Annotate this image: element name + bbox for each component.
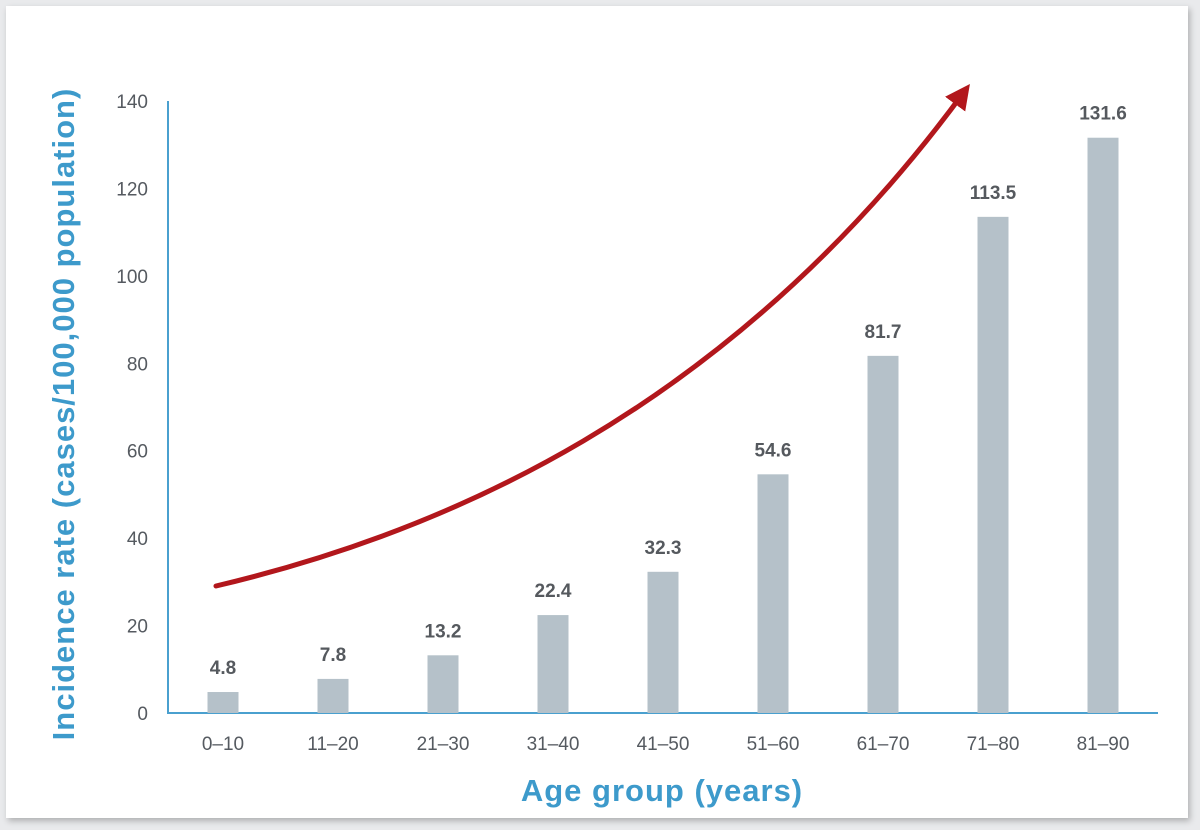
value-label: 113.5 (970, 183, 1017, 204)
x-tick-label: 71–80 (967, 734, 1020, 755)
bar (647, 571, 679, 713)
bar-chart: 0 20 40 60 80 100 120 140 4.8 7.8 13.2 22.4 32.3 54.… (46, 83, 1158, 808)
y-axis-title: Incidence rate (cases/100,000 population… (46, 88, 81, 741)
y-tick-label: 20 (127, 617, 148, 638)
bar (867, 355, 899, 713)
y-tick-label: 140 (116, 92, 148, 113)
y-tick-label: 40 (127, 529, 148, 550)
y-tick-label: 0 (137, 704, 148, 725)
y-tick-label: 80 (127, 354, 148, 375)
y-tick-labels: 0 20 40 60 80 100 120 140 (116, 92, 148, 725)
x-tick-label: 31–40 (527, 734, 580, 755)
value-label: 32.3 (645, 538, 682, 559)
x-tick-label: 51–60 (747, 734, 800, 755)
value-label: 54.6 (755, 440, 792, 461)
y-tick-label: 100 (116, 267, 148, 288)
value-label: 81.7 (865, 322, 902, 343)
x-tick-labels: 0–10 11–20 21–30 31–40 41–50 51–60 61–70 71–80 8… (202, 734, 1130, 755)
value-label: 13.2 (425, 621, 462, 642)
bar (977, 216, 1009, 714)
bar (207, 692, 239, 713)
bar (317, 678, 349, 713)
y-tick-label: 120 (116, 179, 148, 200)
y-tick-label: 60 (127, 442, 148, 463)
x-tick-label: 21–30 (417, 734, 470, 755)
x-tick-label: 0–10 (202, 734, 244, 755)
x-tick-label: 81–90 (1077, 734, 1130, 755)
value-labels: 4.8 7.8 13.2 22.4 32.3 54.6 81.7 113.5 131.6 (210, 104, 1127, 679)
x-axis-title: Age group (years) (521, 773, 803, 808)
chart-frame: 0 20 40 60 80 100 120 140 4.8 7.8 13.2 22.4 32.3 54.… (6, 6, 1188, 818)
x-tick-label: 41–50 (637, 734, 690, 755)
bar (757, 474, 789, 713)
value-label: 7.8 (320, 645, 346, 666)
bar (1087, 137, 1119, 714)
x-tick-label: 61–70 (857, 734, 910, 755)
bar (427, 655, 459, 713)
value-label: 131.6 (1079, 104, 1127, 125)
value-label: 22.4 (535, 581, 572, 602)
trend-arrow (213, 83, 970, 589)
x-tick-label: 11–20 (307, 734, 358, 755)
bar (537, 615, 569, 713)
value-label: 4.8 (210, 658, 236, 679)
bars (207, 137, 1119, 714)
